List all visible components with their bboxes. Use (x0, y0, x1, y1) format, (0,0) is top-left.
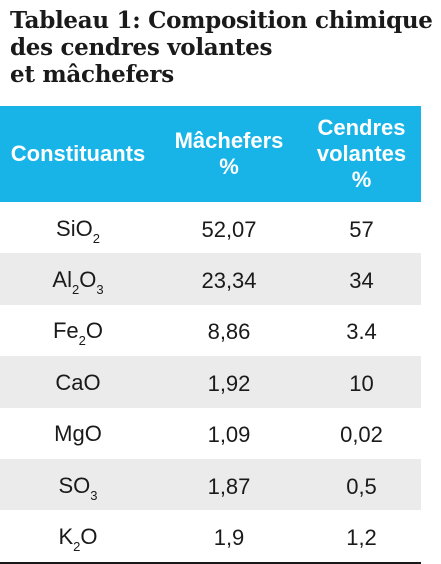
formula-text: SO (58, 472, 91, 498)
formula-subscript: 2 (73, 539, 81, 555)
cell-machefers: 1,87 (207, 473, 251, 499)
header-constituants-label: Constituants (10, 141, 146, 166)
formula-text: CaO (55, 369, 101, 395)
header-cendres-volantes: Cendres volantes % (302, 115, 421, 193)
header-cendres-label: Cendres (317, 115, 406, 140)
table-bottom-rule (0, 561, 421, 564)
cell-machefers: 1,09 (207, 422, 251, 448)
table-row: K2O 1,9 1,2 (0, 510, 421, 561)
formula-text: SiO (56, 215, 93, 241)
cell-machefers: 1,92 (207, 370, 251, 396)
table-header-row: Constituants Mâchefers % Cendres volante… (0, 106, 421, 202)
formula-text: O (79, 267, 97, 293)
composition-table: Constituants Mâchefers % Cendres volante… (0, 106, 421, 564)
formula-text: Fe (52, 318, 79, 344)
cell-cendres-volantes: 0,5 (346, 473, 377, 499)
header-machefers-label: Mâchefers (174, 128, 284, 153)
table-row: MgO 1,09 0,02 (0, 408, 421, 459)
cell-constituant: MgO (0, 419, 156, 447)
header-cendres-unit: % (351, 167, 372, 192)
cell-constituant: Al2O3 (0, 265, 156, 297)
cell-cendres-volantes: 57 (349, 216, 374, 242)
cell-constituant: SiO2 (0, 214, 156, 246)
formula-text: K (58, 524, 74, 550)
header-volantes-label: volantes (316, 141, 407, 166)
cell-constituant: SO3 (0, 471, 156, 503)
header-constituants: Constituants (0, 141, 156, 167)
formula-text: O (85, 318, 104, 344)
formula-subscript: 3 (90, 487, 98, 503)
cell-machefers: 1,9 (213, 525, 245, 551)
table-row: SiO2 52,07 57 (0, 202, 421, 253)
cell-machefers: 23,34 (201, 268, 257, 294)
cell-cendres-volantes: 3.4 (346, 319, 377, 345)
table-row: Al2O3 23,34 34 (0, 253, 421, 305)
cell-machefers: 52,07 (201, 216, 257, 242)
table-caption: Tableau 1: Composition chimique des cend… (10, 7, 435, 88)
caption-line-3: et mâchefers (10, 61, 174, 88)
table-row: SO3 1,87 0,5 (0, 458, 421, 511)
cell-constituant: K2O (0, 522, 156, 554)
formula-subscript: 2 (78, 333, 86, 349)
formula-subscript: 2 (71, 282, 80, 298)
cell-machefers: 8,86 (207, 319, 251, 345)
cell-constituant: Fe2O (0, 316, 156, 348)
formula-text: MgO (54, 421, 102, 447)
cell-cendres-volantes: 34 (349, 268, 374, 294)
formula-text: O (80, 524, 98, 550)
table-row: Fe2O 8,86 3.4 (0, 305, 421, 356)
cell-cendres-volantes: 0,02 (340, 422, 383, 448)
cell-cendres-volantes: 1,2 (346, 525, 377, 551)
cell-cendres-volantes: 10 (349, 370, 374, 396)
header-machefers: Mâchefers % (156, 128, 302, 180)
header-machefers-unit: % (219, 154, 239, 179)
formula-text: Al (52, 267, 72, 293)
cell-constituant: CaO (0, 368, 156, 396)
formula-subscript: 2 (92, 230, 100, 246)
caption-line-2: des cendres volantes (10, 34, 273, 61)
caption-line-1: Tableau 1: Composition chimique (10, 7, 433, 34)
table-body: SiO2 52,07 57 Al2O3 23,34 34 Fe2O 8,86 3.4 CaO 1,9… (0, 202, 421, 562)
formula-subscript: 3 (96, 282, 104, 298)
table-row: CaO 1,92 10 (0, 356, 421, 408)
